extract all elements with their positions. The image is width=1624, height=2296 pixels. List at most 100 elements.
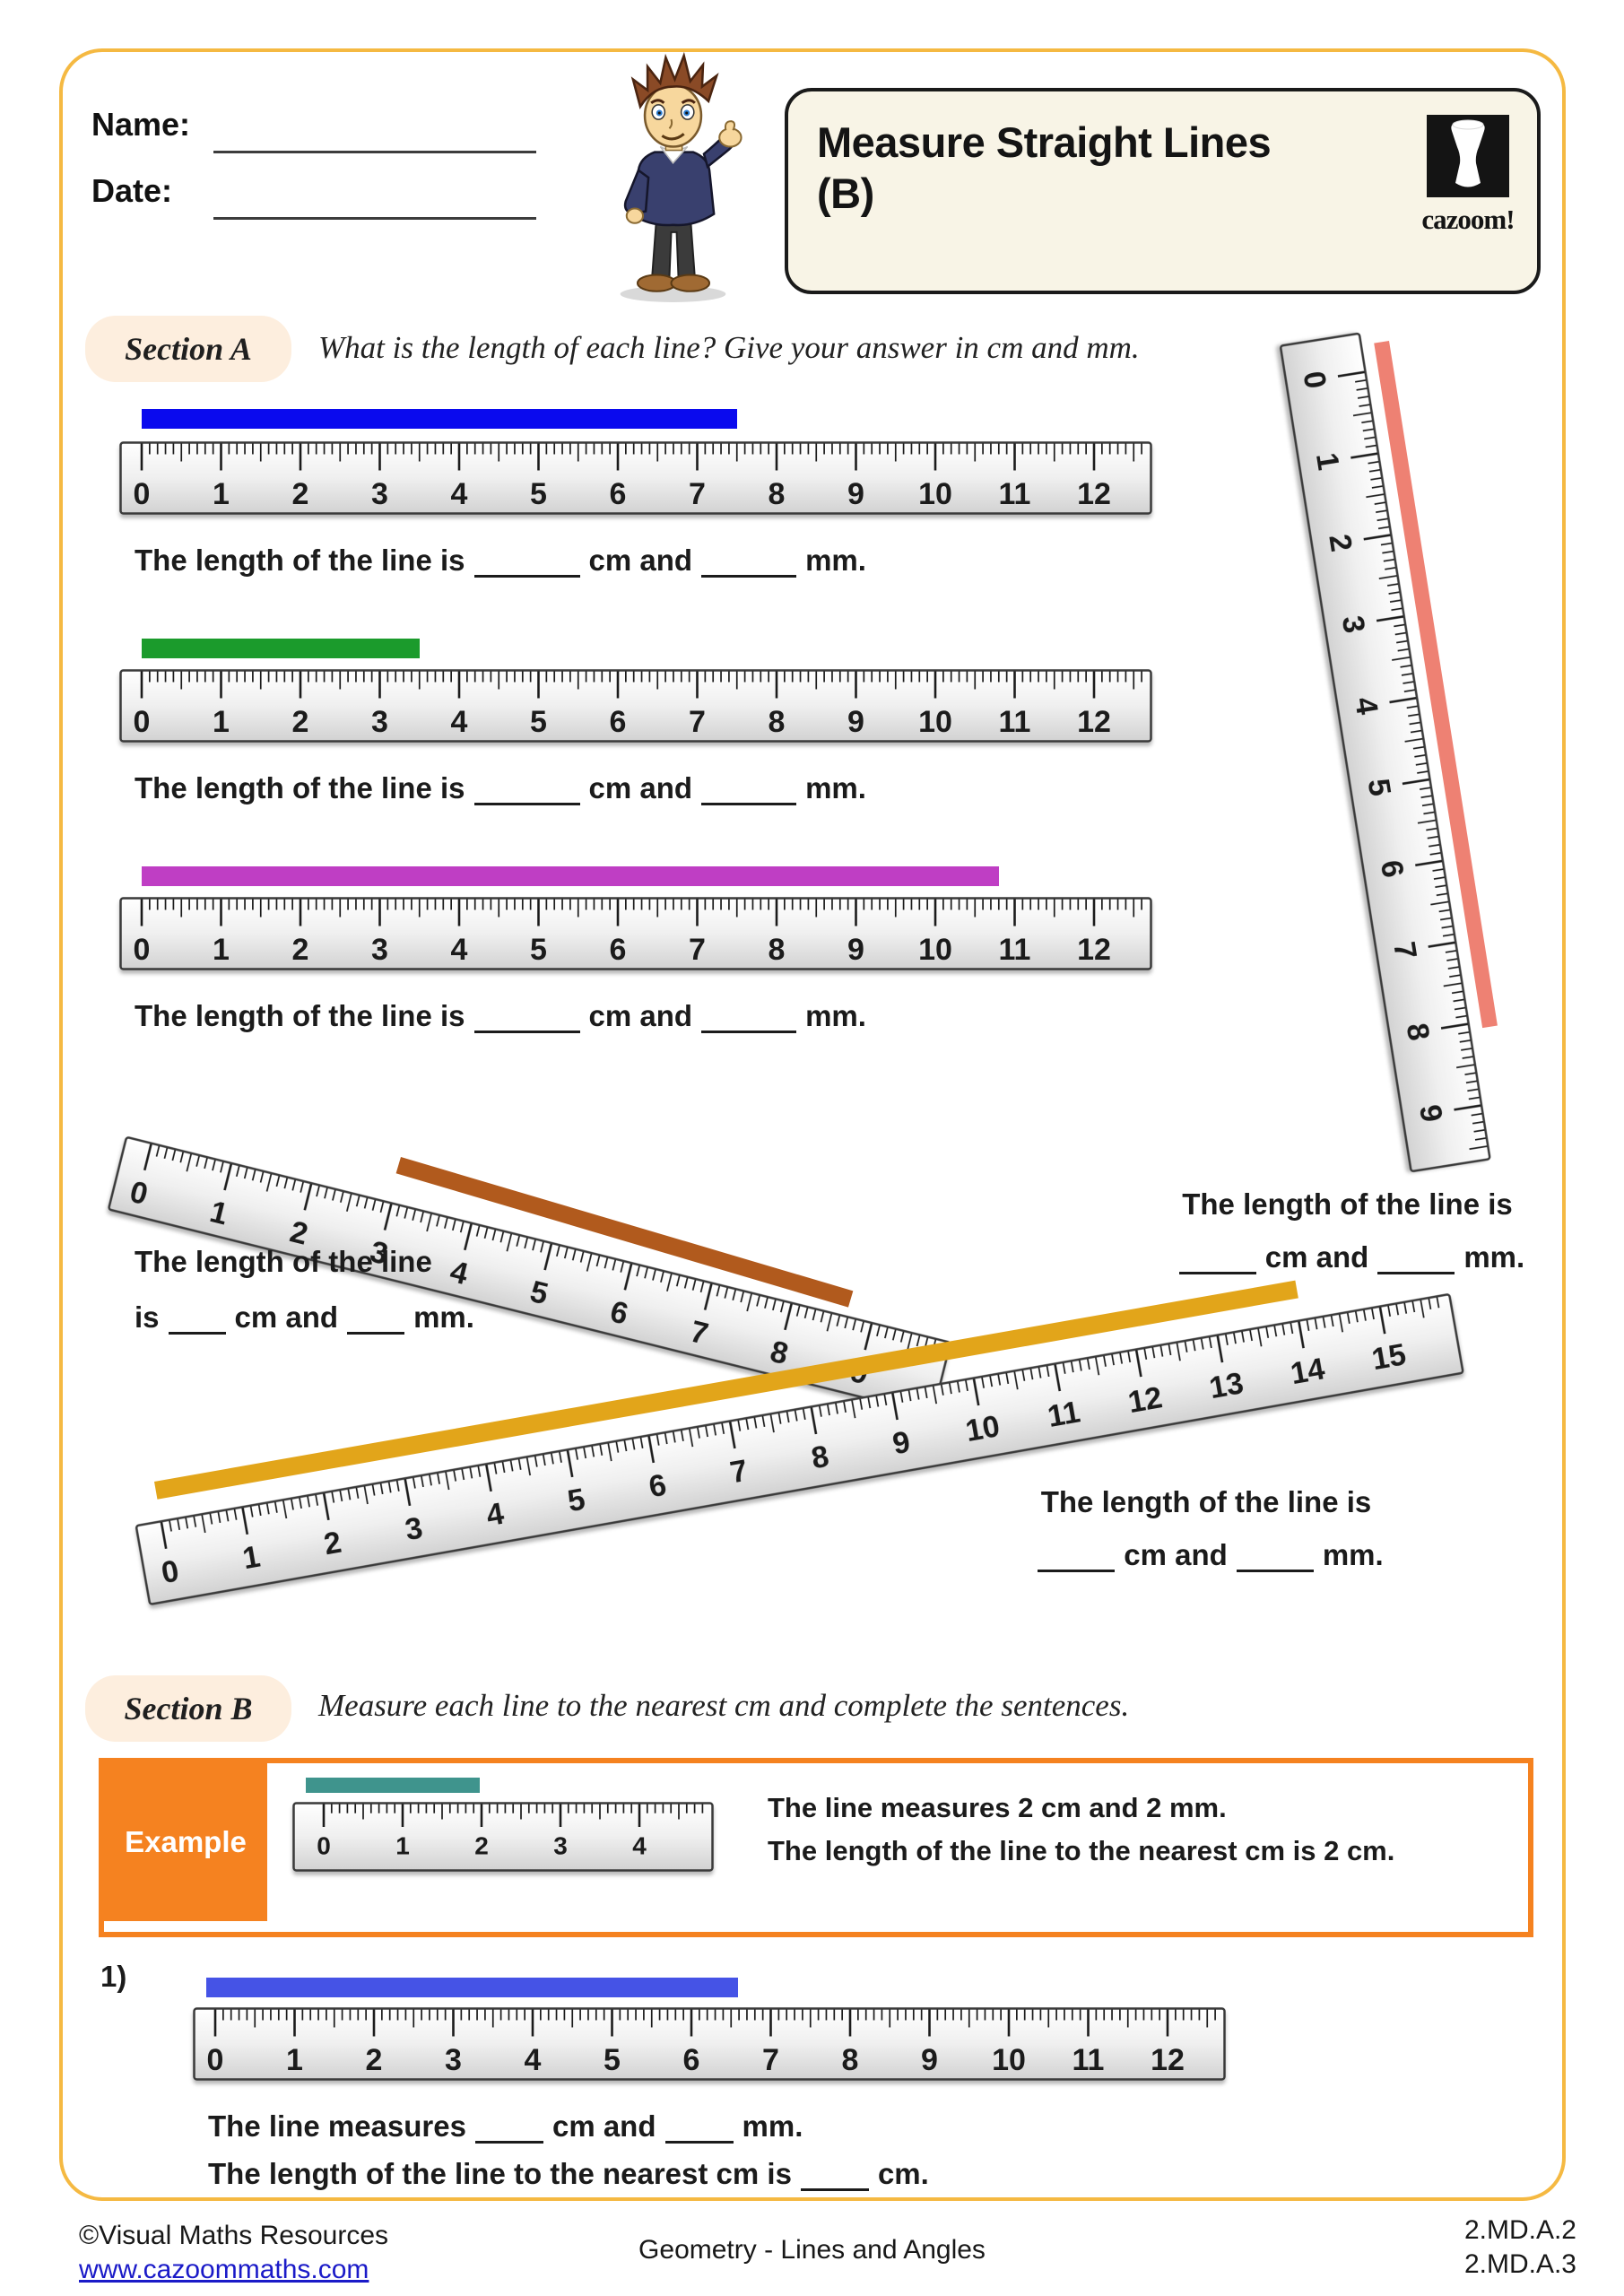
svg-text:2: 2 (292, 477, 309, 511)
q1-sentence-2: The length of the line to the nearest cm… (208, 2157, 929, 2191)
svg-text:4: 4 (451, 705, 468, 739)
example-text-2: The length of the line to the nearest cm… (768, 1835, 1395, 1866)
answer-blank (473, 776, 580, 805)
example-line-teal (306, 1778, 480, 1793)
answer-text: cm and mm. (1013, 1540, 1399, 1572)
date-label: Date: (91, 172, 173, 209)
answer-blank (701, 1004, 797, 1033)
svg-text:1: 1 (213, 477, 230, 511)
footer-standard-2: 2.MD.A.3 (1463, 2249, 1576, 2279)
example-text-1: The line measures 2 cm and 2 mm. (768, 1792, 1227, 1823)
ruler-0-12-b: 0 1 2 3 4 5 6 7 8 9 10 11 12 (119, 669, 1152, 747)
measured-line-blue (142, 409, 737, 429)
footer-website-link[interactable]: www.cazoommaths.com (79, 2255, 369, 2284)
answer-sentence-4-line2: is cm and mm. (135, 1300, 474, 1335)
svg-text:11: 11 (999, 477, 1031, 511)
svg-text:9: 9 (921, 2043, 938, 2077)
svg-text:10: 10 (918, 705, 952, 739)
svg-text:3: 3 (371, 477, 388, 511)
example-label: Example (104, 1763, 267, 1921)
logo-text: cazoom! (1421, 204, 1515, 235)
svg-text:4: 4 (525, 2043, 542, 2077)
title-box: Measure Straight Lines (B) cazoom! (785, 88, 1541, 294)
answer-blank (1236, 1543, 1314, 1572)
ruler-0-4-example: 0 1 2 3 4 (292, 1802, 714, 1876)
answer-blank (473, 548, 580, 578)
section-a-badge: Section A (85, 316, 291, 382)
svg-text:12: 12 (1077, 705, 1111, 739)
svg-text:13: 13 (1207, 1366, 1246, 1405)
answer-sentence-4-line1: The length of the line (135, 1245, 432, 1278)
svg-text:4: 4 (451, 933, 468, 967)
footer-standard-1: 2.MD.A.2 (1463, 2215, 1576, 2245)
svg-text:5: 5 (604, 2043, 621, 2077)
answer-blank (168, 1305, 226, 1335)
name-label: Name: (91, 106, 191, 143)
svg-text:7: 7 (689, 705, 706, 739)
answer-sentence-2: The length of the line is cm and mm. (135, 771, 866, 805)
svg-text:5: 5 (530, 477, 547, 511)
date-field-line (213, 217, 536, 220)
svg-text:6: 6 (683, 2043, 700, 2077)
svg-text:7: 7 (689, 933, 706, 967)
svg-text:9: 9 (847, 933, 864, 967)
svg-text:8: 8 (769, 933, 786, 967)
measured-line-magenta (142, 866, 999, 886)
svg-text:2: 2 (474, 1832, 489, 1860)
svg-text:7: 7 (689, 477, 706, 511)
q1-sentence-1: The line measures cm and mm. (208, 2109, 803, 2144)
svg-text:1: 1 (395, 1832, 410, 1860)
answer-blank (1038, 1543, 1116, 1572)
svg-text:6: 6 (610, 477, 627, 511)
footer-copyright: ©Visual Maths Resources (79, 2221, 389, 2250)
answer-blank (701, 776, 797, 805)
cazoom-logo: cazoom! (1419, 115, 1517, 236)
svg-text:12: 12 (1125, 1380, 1165, 1420)
answer-text: The length of the line is (1040, 1485, 1372, 1518)
answer-sentence-5: The length of the line is cm and mm. (1148, 1189, 1547, 1274)
svg-text:15: 15 (1369, 1337, 1409, 1377)
answer-blank (1377, 1245, 1455, 1274)
answer-blank (1178, 1245, 1256, 1274)
answer-blank (473, 1004, 580, 1033)
answer-blank (474, 2114, 543, 2144)
svg-text:11: 11 (999, 705, 1031, 739)
svg-text:11: 11 (1073, 2043, 1105, 2077)
svg-text:14: 14 (1288, 1352, 1327, 1391)
svg-text:10: 10 (963, 1409, 1003, 1448)
svg-text:3: 3 (371, 705, 388, 739)
worksheet-title: Measure Straight Lines (B) (817, 118, 1272, 218)
svg-text:0: 0 (134, 705, 151, 739)
answer-text: cm and mm. (1148, 1242, 1547, 1274)
svg-text:4: 4 (451, 477, 468, 511)
measured-line-green (142, 639, 420, 658)
svg-text:1: 1 (213, 933, 230, 967)
svg-text:1: 1 (213, 705, 230, 739)
page-border (59, 48, 1566, 2201)
footer-topic: Geometry - Lines and Angles (638, 2235, 986, 2265)
svg-text:11: 11 (999, 933, 1031, 967)
svg-text:7: 7 (762, 2043, 779, 2077)
svg-text:6: 6 (610, 705, 627, 739)
section-b-badge: Section B (85, 1675, 291, 1742)
cartoon-boy-illustration (581, 50, 765, 305)
question-number: 1) (100, 1960, 127, 1993)
svg-text:12: 12 (1077, 933, 1111, 967)
svg-text:0: 0 (207, 2043, 224, 2077)
svg-text:12: 12 (1077, 477, 1111, 511)
svg-text:4: 4 (632, 1832, 647, 1860)
ruler-0-15-long: 0 1 2 3 4 5 6 7 8 9 10 11 12 13 14 15 (135, 1292, 1465, 1610)
name-field-line (213, 151, 536, 153)
example-box: Example 0 1 2 3 4 The line measures 2 cm and… (99, 1758, 1533, 1937)
svg-text:3: 3 (445, 2043, 462, 2077)
svg-text:3: 3 (371, 933, 388, 967)
svg-text:9: 9 (847, 477, 864, 511)
svg-text:10: 10 (918, 477, 952, 511)
answer-sentence-3: The length of the line is cm and mm. (135, 999, 866, 1033)
answer-blank (664, 2114, 734, 2144)
svg-text:5: 5 (530, 933, 547, 967)
answer-blank (701, 548, 797, 578)
